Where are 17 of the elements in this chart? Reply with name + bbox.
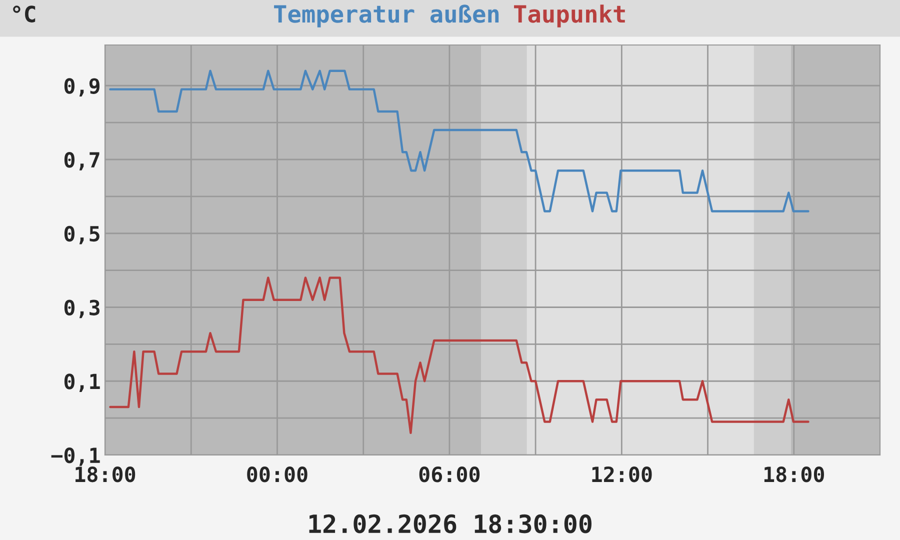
y-tick-label: 0,9	[64, 78, 100, 96]
line-series	[109, 70, 810, 212]
y-tick-label: 0,3	[64, 300, 100, 318]
text: Taupunkt	[514, 4, 625, 28]
x-tick-label: 18:00	[764, 466, 824, 482]
y-tick-label: 0,1	[64, 374, 100, 392]
x-tick-label: 18:00	[76, 466, 136, 482]
y-axis-title: °C	[13, 6, 36, 22]
y-tick-label: −0,1	[51, 447, 100, 466]
y-tick-label: 0,5	[64, 226, 100, 244]
series-label: Temperatur außen	[274, 4, 499, 28]
x-tick-label: 06:00	[419, 466, 480, 482]
x-tick-label: 12:00	[592, 466, 652, 482]
line-series	[109, 276, 810, 434]
x-axis-title: 12.02.2026 18:30:00	[309, 514, 592, 534]
y-tick-label: 0,7	[64, 152, 100, 170]
x-tick-label: 00:00	[247, 466, 308, 482]
